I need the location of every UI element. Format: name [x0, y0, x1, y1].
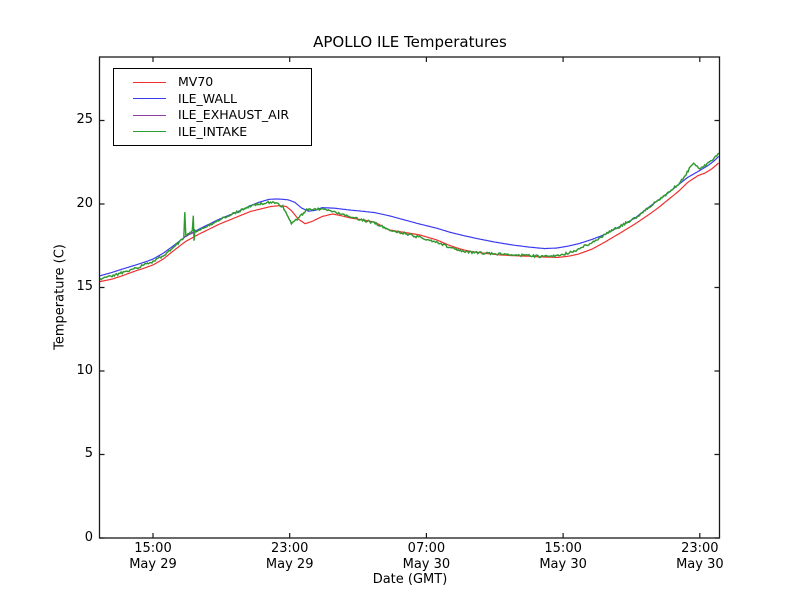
legend-line-swatch — [133, 81, 166, 83]
legend-item: ILE_INTAKE — [114, 124, 311, 141]
legend-item: ILE_EXHAUST_AIR — [114, 107, 311, 124]
x-axis-label: Date (GMT) — [372, 572, 448, 587]
x-tick-label: 15:00 May 30 — [518, 541, 608, 573]
x-tick-label: 07:00 May 30 — [381, 541, 471, 573]
x-tick-label: 23:00 May 29 — [245, 541, 335, 573]
y-tick-label: 10 — [76, 362, 93, 378]
y-tick-label: 25 — [76, 112, 93, 128]
legend-line-swatch — [133, 98, 166, 100]
y-tick-label: 5 — [84, 446, 93, 462]
y-tick-label: 15 — [76, 279, 93, 295]
y-tick-label: 0 — [84, 530, 93, 545]
legend-label: ILE_WALL — [178, 90, 237, 106]
axes-border — [98, 56, 721, 539]
legend-item: MV70 — [114, 74, 311, 91]
chart-title: APOLLO ILE Temperatures — [313, 33, 507, 51]
x-tick-date: May 29 — [265, 557, 314, 572]
legend-line-swatch — [133, 114, 166, 116]
y-tick-label: 20 — [76, 195, 93, 211]
x-tick-date: May 30 — [676, 557, 724, 572]
y-axis-label: Temperature (C) — [52, 244, 68, 350]
legend-line-swatch — [133, 131, 166, 133]
legend: MV70 ILE_WALL ILE_EXHAUST_AIR ILE_INTAKE — [113, 68, 312, 146]
series-line-ile_intake — [99, 152, 720, 281]
legend-label: ILE_INTAKE — [178, 123, 248, 139]
x-tick-date: May 30 — [539, 557, 587, 572]
x-tick-time: 23:00 — [681, 541, 719, 556]
x-tick-time: 15:00 — [544, 541, 582, 556]
x-tick-date: May 29 — [129, 557, 177, 572]
x-tick-time: 15:00 — [134, 541, 172, 556]
x-tick-time: 23:00 — [270, 541, 309, 556]
x-tick-label: 23:00 May 30 — [655, 541, 745, 573]
tick-marks — [99, 57, 720, 539]
legend-label: MV70 — [178, 74, 214, 90]
legend-item: ILE_WALL — [114, 91, 311, 108]
legend-label: ILE_EXHAUST_AIR — [178, 107, 290, 123]
x-tick-date: May 30 — [402, 557, 451, 572]
series-line-mv70 — [99, 162, 719, 283]
x-tick-time: 07:00 — [407, 541, 446, 556]
x-tick-label: 15:00 May 29 — [108, 541, 198, 573]
